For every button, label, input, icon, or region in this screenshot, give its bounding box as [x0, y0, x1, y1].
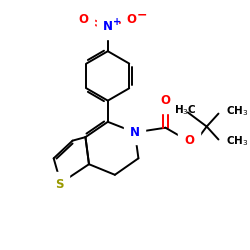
Text: CH$_3$: CH$_3$	[226, 134, 248, 147]
Text: O: O	[184, 134, 194, 147]
Text: CH$_3$: CH$_3$	[226, 104, 248, 118]
Text: O: O	[78, 13, 88, 26]
Text: N: N	[130, 126, 140, 139]
Text: O: O	[160, 94, 170, 107]
Text: S: S	[55, 178, 64, 191]
Text: N: N	[103, 20, 113, 33]
Text: O: O	[126, 13, 136, 26]
Text: +: +	[113, 17, 121, 27]
Text: −: −	[137, 8, 147, 21]
Text: H$_3$C: H$_3$C	[174, 103, 197, 117]
